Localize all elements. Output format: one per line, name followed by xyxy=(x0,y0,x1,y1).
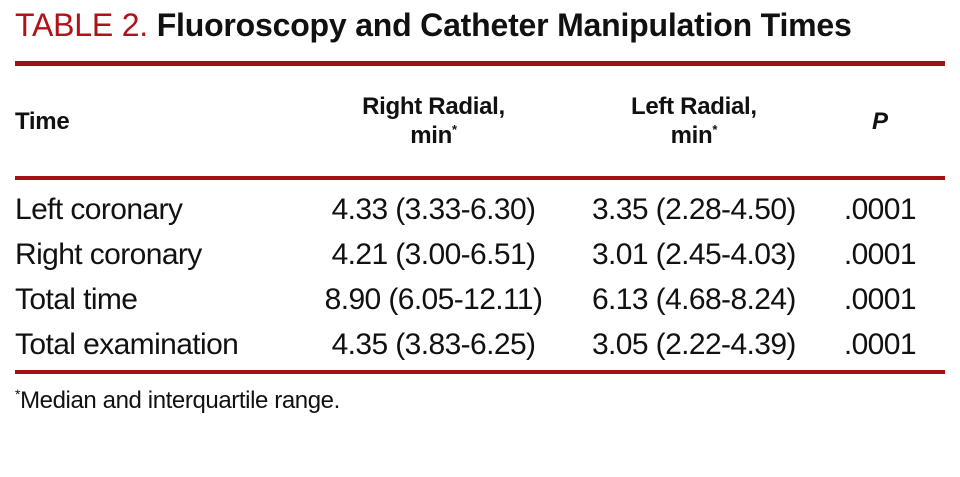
fluoroscopy-times-table: Time Right Radial, min* Left Radial, min* … xyxy=(15,61,945,374)
right-radial-value: 8.90 (6.05-12.11) xyxy=(324,283,543,316)
p-value: .0001 xyxy=(843,193,917,226)
table-title-text: Fluoroscopy and Catheter Manipulation Ti… xyxy=(156,7,852,43)
footnote-marker-icon: * xyxy=(712,122,718,137)
column-header-left-radial: Left Radial, min* xyxy=(573,63,815,180)
column-header-time: Time xyxy=(15,63,294,180)
column-header-right-radial-line1: Right Radial, xyxy=(362,93,505,120)
table-row-total-time: Total time 8.90 (6.05-12.11) 6.13 (4.68-… xyxy=(15,277,945,322)
left-radial-value: 3.35 (2.28-4.50) xyxy=(591,193,796,226)
column-header-left-radial-line2: min xyxy=(670,122,713,149)
right-radial-value: 4.35 (3.83-6.25) xyxy=(294,322,573,374)
p-value: .0001 xyxy=(843,238,917,271)
row-label: Right coronary xyxy=(15,238,202,271)
column-header-right-radial-line2: min xyxy=(410,122,452,149)
footnote-marker-icon: * xyxy=(452,122,457,137)
footnote-marker-icon: * xyxy=(15,386,21,402)
row-label: Left coronary xyxy=(15,193,183,226)
p-value: .0001 xyxy=(843,283,917,316)
table-title: TABLE 2. Fluoroscopy and Catheter Manipu… xyxy=(15,6,865,44)
table-row-left-coronary: Left coronary 4.33 (3.33-6.30) 3.35 (2.2… xyxy=(15,178,945,232)
table-number-label: TABLE 2. xyxy=(15,7,148,43)
column-header-right-radial: Right Radial, min* xyxy=(294,63,573,180)
row-label: Total examination xyxy=(15,322,294,374)
p-value: .0001 xyxy=(814,322,945,374)
right-radial-value: 4.21 (3.00-6.51) xyxy=(331,238,536,271)
left-radial-value: 6.13 (4.68-8.24) xyxy=(591,283,796,316)
table-row-right-coronary: Right coronary 4.21 (3.00-6.51) 3.01 (2.… xyxy=(15,232,945,277)
header-row: Time Right Radial, min* Left Radial, min* … xyxy=(15,63,945,180)
right-radial-value: 4.33 (3.33-6.30) xyxy=(331,193,536,226)
column-header-left-radial-line1: Left Radial, xyxy=(631,93,757,120)
table-footnote: *Median and interquartile range. xyxy=(15,386,945,416)
table-row-total-examination: Total examination 4.35 (3.83-6.25) 3.05 … xyxy=(15,322,945,374)
footnote-text: Median and interquartile range. xyxy=(20,387,340,414)
left-radial-value: 3.01 (2.45-4.03) xyxy=(591,238,796,271)
row-label: Total time xyxy=(15,283,138,316)
left-radial-value: 3.05 (2.22-4.39) xyxy=(573,322,815,374)
column-header-p-value: P xyxy=(814,63,945,180)
